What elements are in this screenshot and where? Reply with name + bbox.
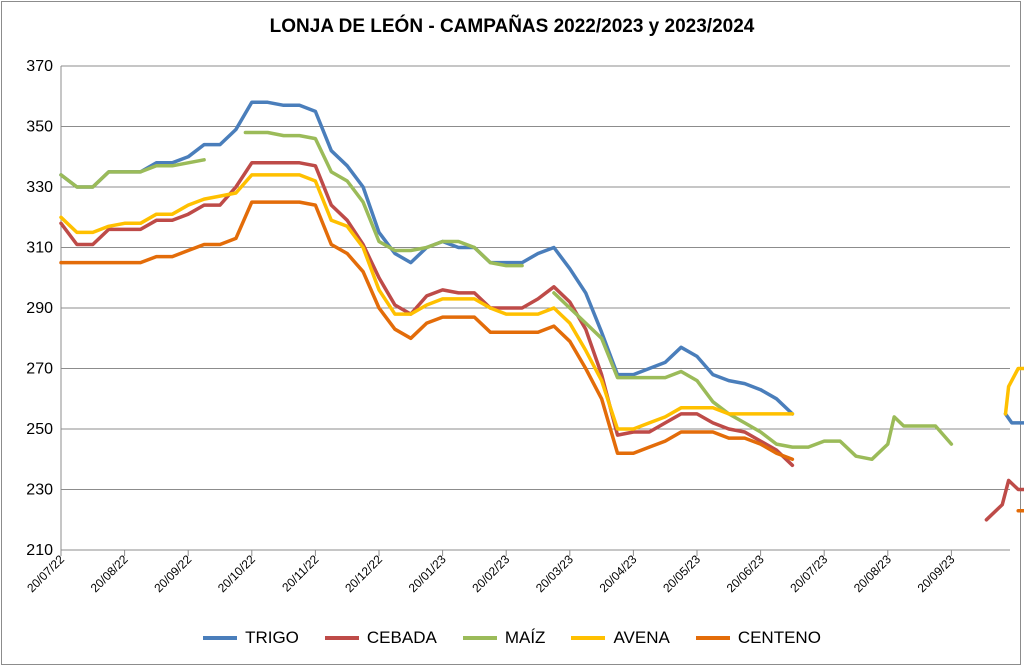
legend-item: TRIGO — [203, 628, 299, 648]
x-tick-label: 20/12/22 — [342, 552, 385, 595]
series-line-avena — [1003, 366, 1024, 416]
series-line-cebada — [984, 478, 1024, 522]
legend-swatch — [695, 636, 730, 640]
y-tick-label: 270 — [26, 361, 53, 378]
legend-swatch — [462, 636, 497, 640]
legend-label: CEBADA — [366, 628, 437, 647]
y-tick-label: 230 — [26, 482, 53, 499]
legend-swatch — [324, 636, 359, 640]
x-tick-label: 20/10/22 — [215, 552, 258, 595]
chart-title: LONJA DE LEÓN - CAMPAÑAS 2022/2023 y 202… — [269, 16, 755, 37]
y-tick-label: 310 — [26, 240, 53, 257]
legend-item: AVENA — [571, 628, 670, 648]
x-tick-label: 20/03/23 — [533, 552, 576, 595]
x-tick-label: 20/11/22 — [279, 552, 322, 595]
series-line-avena — [59, 173, 795, 431]
x-tick-label: 20/07/23 — [787, 552, 830, 595]
series-line-centeno — [59, 200, 795, 462]
series-line-trigo — [1003, 412, 1024, 425]
y-tick-label: 250 — [26, 421, 53, 438]
y-tick-label: 290 — [26, 300, 53, 317]
series-line-centeno — [1016, 508, 1024, 513]
x-tick-label: 20/09/22 — [151, 552, 194, 595]
x-tick-label: 20/02/23 — [469, 552, 512, 595]
y-tick-label: 330 — [26, 179, 53, 196]
series-line-maíz — [552, 291, 954, 462]
y-tick-label: 210 — [26, 542, 53, 559]
legend-item: MAÍZ — [462, 628, 546, 648]
y-tick-label: 370 — [26, 58, 53, 75]
legend-item: CENTENO — [695, 628, 821, 648]
x-tick-label: 20/09/23 — [915, 552, 958, 595]
legend-item: CEBADA — [324, 628, 437, 648]
legend-label: MAÍZ — [504, 628, 546, 647]
series-line-cebada — [59, 161, 795, 468]
legend-label: CENTENO — [737, 628, 821, 647]
x-tick-label: 20/06/23 — [724, 552, 767, 595]
x-tick-label: 20/01/23 — [406, 552, 449, 595]
legend-label: AVENA — [613, 628, 670, 647]
series-line-maíz — [59, 158, 206, 189]
x-tick-label: 20/05/23 — [660, 552, 703, 595]
series-line-maíz — [243, 130, 524, 268]
legend-swatch — [203, 636, 238, 640]
legend-label: TRIGO — [245, 628, 299, 647]
x-tick-label: 20/04/23 — [597, 552, 640, 595]
x-tick-label: 20/08/22 — [88, 552, 131, 595]
chart-legend: TRIGO CEBADA MAÍZ AVENA CENTENO — [0, 628, 1024, 648]
legend-swatch — [571, 636, 606, 640]
y-tick-label: 350 — [26, 119, 53, 136]
x-tick-label: 20/08/23 — [851, 552, 894, 595]
